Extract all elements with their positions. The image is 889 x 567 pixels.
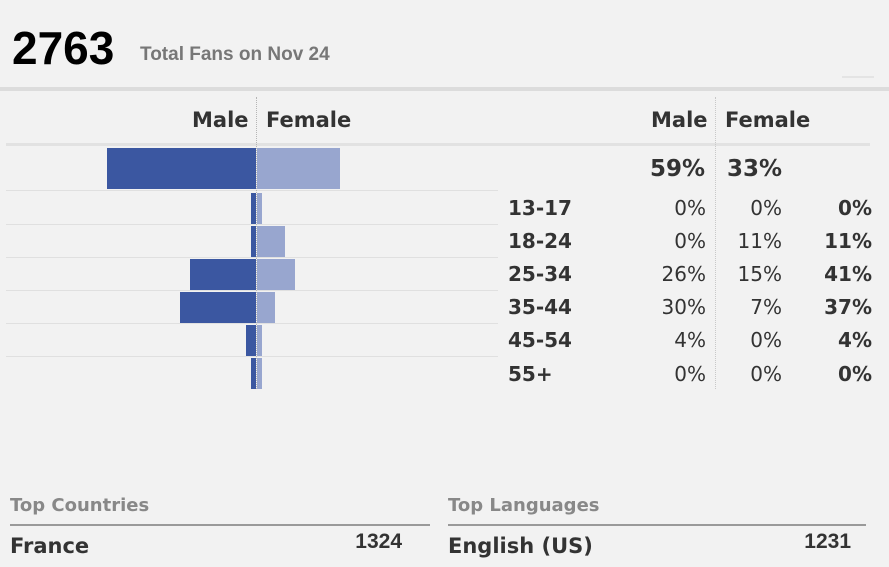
female-percent-cell: 0%: [750, 328, 782, 352]
total-female-percent: 33%: [727, 156, 783, 182]
table-column-divider: [715, 97, 716, 389]
male-bar: [251, 358, 256, 389]
total-fans-count: 2763: [12, 22, 115, 74]
male-percent-cell: 0%: [674, 229, 706, 253]
top-countries-divider: [10, 524, 430, 526]
age-range-label: 13-17: [508, 196, 572, 220]
header-divider: [0, 87, 889, 91]
female-percent-cell: 0%: [750, 362, 782, 386]
row-divider: [6, 323, 498, 324]
male-bar: [245, 325, 256, 356]
age-range-label: 25-34: [508, 262, 572, 286]
row-divider: [6, 257, 498, 258]
top-country-value: 1324: [355, 530, 402, 553]
row-divider: [6, 356, 498, 357]
row-divider: [6, 290, 498, 291]
male-percent-cell: 0%: [674, 362, 706, 386]
female-bar: [257, 292, 275, 323]
male-bar: [251, 193, 256, 224]
age-range-label: 35-44: [508, 295, 572, 319]
male-bar: [180, 292, 256, 323]
male-bar: [251, 226, 256, 257]
total-percent-cell: 37%: [824, 295, 872, 319]
male-percent-cell: 4%: [674, 328, 706, 352]
table-header-divider: [6, 143, 870, 146]
table-header-female: Female: [725, 108, 811, 132]
total-fans-label: Total Fans on Nov 24: [140, 44, 330, 65]
total-percent-cell: 0%: [838, 362, 872, 386]
top-language-name: English (US): [448, 534, 593, 558]
chart-center-line: [256, 97, 257, 389]
top-language-value: 1231: [804, 530, 851, 553]
age-range-label: 45-54: [508, 328, 572, 352]
header-divider-accent: [842, 76, 874, 78]
bars-header-female: Female: [266, 108, 352, 132]
female-bar: [257, 358, 262, 389]
female-bar: [257, 325, 262, 356]
row-divider: [6, 224, 498, 225]
table-header-male: Male: [651, 108, 708, 132]
male-bar: [107, 148, 256, 189]
female-bar: [257, 193, 262, 224]
total-percent-cell: 11%: [824, 229, 872, 253]
total-percent-cell: 41%: [824, 262, 872, 286]
female-percent-cell: 15%: [737, 262, 782, 286]
age-range-label: 55+: [508, 362, 553, 386]
female-percent-cell: 7%: [750, 295, 782, 319]
female-bar: [257, 259, 295, 290]
female-percent-cell: 0%: [750, 196, 782, 220]
top-country-name: France: [10, 534, 90, 558]
top-languages-divider: [448, 524, 866, 526]
male-percent-cell: 0%: [674, 196, 706, 220]
top-countries-title: Top Countries: [10, 495, 150, 516]
top-languages-title: Top Languages: [448, 495, 600, 516]
male-percent-cell: 30%: [661, 295, 706, 319]
age-range-label: 18-24: [508, 229, 572, 253]
row-divider: [6, 190, 498, 191]
female-percent-cell: 11%: [737, 229, 782, 253]
female-bar: [257, 148, 341, 189]
total-percent-cell: 4%: [838, 328, 872, 352]
bars-header-male: Male: [192, 108, 249, 132]
male-bar: [190, 259, 256, 290]
female-bar: [257, 226, 285, 257]
total-male-percent: 59%: [650, 156, 706, 182]
total-percent-cell: 0%: [838, 196, 872, 220]
male-percent-cell: 26%: [661, 262, 706, 286]
